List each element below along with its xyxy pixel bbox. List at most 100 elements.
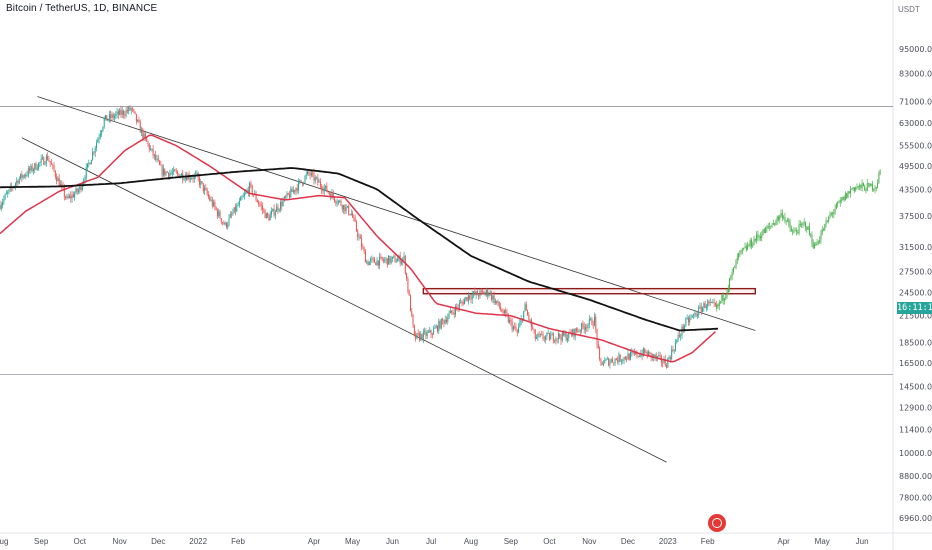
candle: [152, 148, 154, 156]
candle: [323, 187, 325, 192]
candle: [506, 313, 508, 316]
candle: [36, 168, 38, 170]
candle: [80, 187, 82, 190]
candle: [546, 333, 548, 337]
candle: [503, 310, 505, 314]
candle: [25, 175, 27, 177]
candle: [542, 334, 544, 339]
candle: [583, 326, 585, 330]
candle: [43, 157, 45, 165]
candle: [615, 358, 617, 360]
candle: [125, 110, 127, 116]
candle: [50, 163, 52, 165]
projection-candle: [870, 183, 872, 187]
tradingview-logo-icon[interactable]: [708, 514, 726, 532]
candle: [147, 141, 149, 144]
candle: [534, 329, 536, 339]
candle: [3, 198, 5, 203]
candle: [574, 328, 576, 337]
candle: [170, 173, 172, 174]
candle: [331, 192, 333, 199]
candle: [425, 331, 427, 337]
projection-candle: [786, 219, 788, 221]
candle: [704, 303, 706, 309]
candle: [484, 293, 486, 295]
candle: [464, 299, 466, 305]
candle: [623, 356, 625, 361]
candle: [406, 272, 408, 279]
x-tick-label: Jun: [856, 537, 869, 546]
projection-candles: [716, 169, 881, 312]
projection-candle: [823, 229, 825, 231]
candle: [7, 191, 9, 194]
x-tick-label: Jun: [386, 537, 399, 546]
candle: [225, 222, 227, 228]
x-tick-label: Apr: [777, 537, 790, 546]
candle: [57, 178, 59, 182]
candle: [664, 358, 666, 366]
candle: [713, 302, 715, 304]
candle: [505, 310, 507, 314]
candle: [343, 204, 345, 210]
candle: [502, 311, 504, 314]
projection-candle: [716, 304, 718, 309]
projection-candle: [834, 208, 836, 212]
candle: [483, 291, 485, 295]
projection-candle: [781, 213, 783, 218]
projection-candle: [725, 296, 727, 299]
candle: [260, 204, 262, 207]
candle: [61, 184, 63, 186]
projection-candle: [770, 225, 772, 227]
candle: [566, 338, 568, 341]
projection-candle: [798, 224, 800, 234]
candle: [299, 180, 301, 182]
x-tick-label: Aug: [464, 537, 478, 546]
candle: [654, 354, 656, 358]
projection-candle: [826, 220, 828, 222]
candle: [630, 352, 632, 360]
candle: [624, 356, 626, 359]
y-tick-label: 24500.00: [899, 288, 932, 297]
candle: [453, 312, 455, 315]
projection-candle: [752, 244, 754, 247]
x-tick-label: Oct: [543, 537, 556, 546]
candle: [442, 318, 444, 321]
candle: [712, 302, 714, 304]
y-axis: USDT 6960.00 7800.00 8800.00 10000.00 11400.0…: [898, 5, 932, 523]
projection-candle: [851, 188, 853, 190]
projection-candle: [794, 230, 796, 232]
candle: [422, 331, 424, 340]
projection-candle: [878, 173, 880, 184]
candle: [174, 169, 176, 172]
candle: [144, 133, 146, 138]
candle: [295, 188, 297, 192]
projection-candle: [730, 275, 732, 279]
candle: [204, 187, 206, 192]
projection-candle: [855, 187, 857, 191]
candle: [224, 222, 226, 225]
candle: [285, 196, 287, 198]
x-tick-label: Feb: [231, 537, 245, 546]
candle: [53, 165, 55, 171]
projection-candle: [789, 222, 791, 229]
candle: [573, 329, 575, 337]
resistance-zone-box: [422, 287, 757, 295]
candle: [173, 169, 175, 173]
candle: [686, 318, 688, 319]
candle: [480, 290, 482, 292]
candle: [90, 160, 92, 165]
candle: [274, 211, 276, 216]
x-tick-label: Apr: [308, 537, 321, 546]
moving-averages: [0, 134, 719, 363]
candle: [236, 205, 238, 212]
candle: [189, 178, 191, 180]
candle: [312, 172, 314, 174]
candle: [599, 348, 601, 360]
candle: [411, 311, 413, 315]
candle: [651, 354, 653, 358]
candle: [153, 154, 155, 156]
candle: [649, 351, 651, 353]
candle: [409, 295, 411, 312]
projection-candle: [859, 184, 861, 187]
